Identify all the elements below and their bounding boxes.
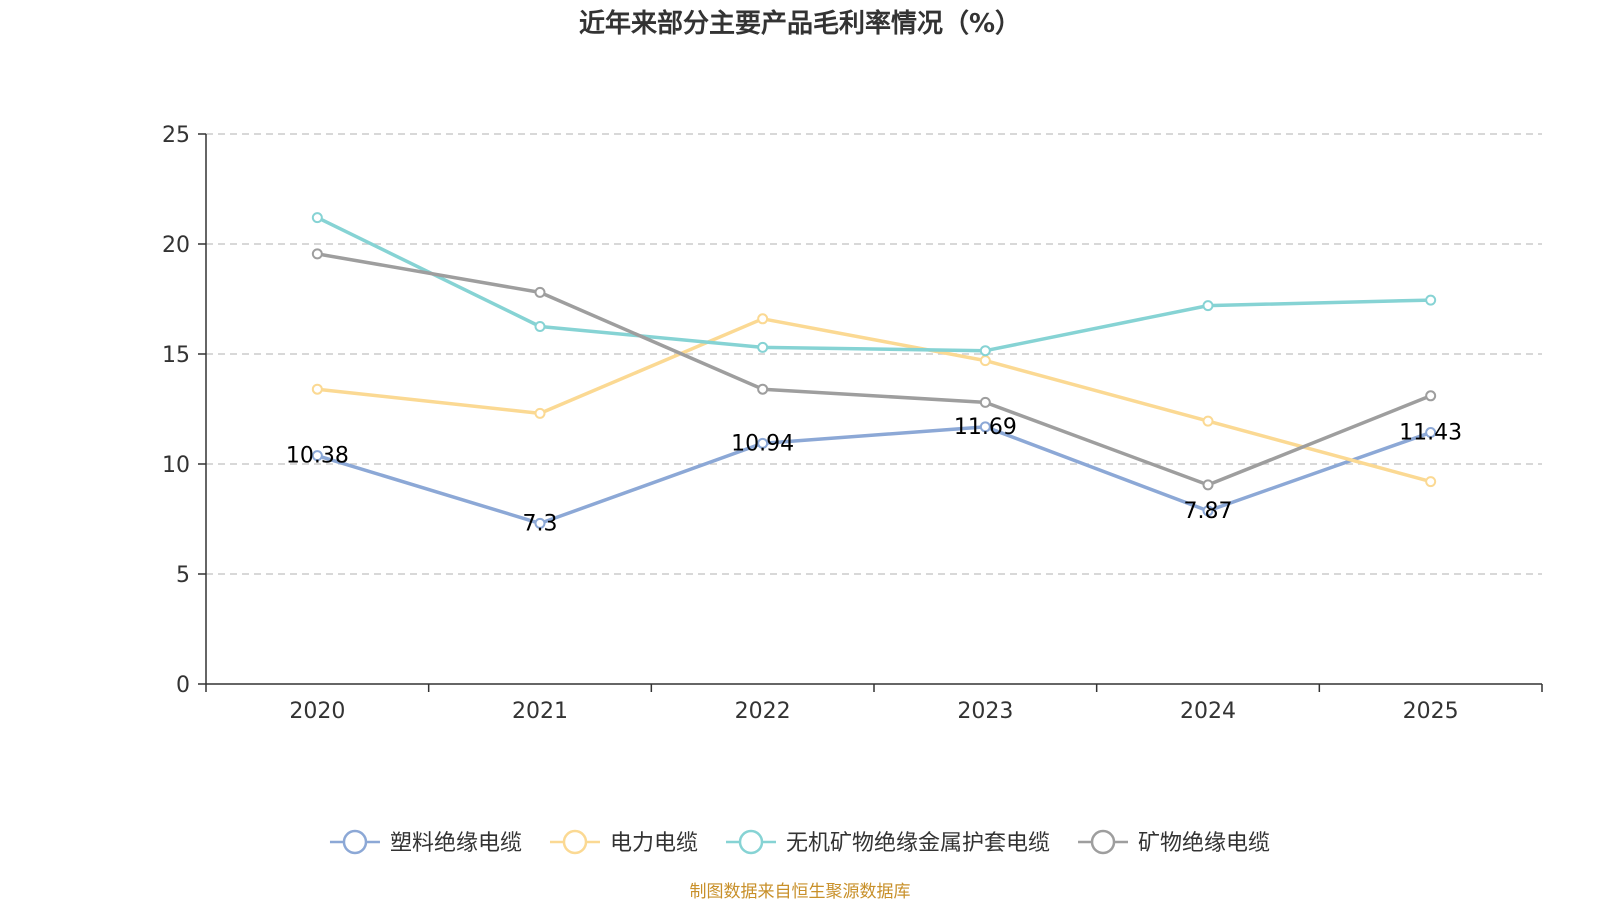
data-point[interactable] — [757, 437, 769, 449]
series-2 — [311, 313, 1437, 488]
series-line — [317, 317, 1432, 484]
data-point[interactable] — [534, 407, 546, 419]
data-point[interactable] — [311, 248, 323, 260]
x-tick-label: 2020 — [289, 699, 345, 724]
x-tick-label: 2025 — [1403, 699, 1459, 724]
data-point[interactable] — [1425, 476, 1437, 488]
legend-marker-icon — [1090, 829, 1116, 855]
data-point[interactable] — [1425, 294, 1437, 306]
data-point[interactable] — [757, 313, 769, 325]
series-3 — [311, 212, 1437, 357]
data-label: 7.3 — [523, 511, 558, 536]
legend-label: 塑料绝缘电缆 — [390, 831, 522, 856]
y-tick-label: 20 — [162, 233, 190, 258]
y-tick-label: 25 — [162, 123, 190, 148]
y-tick-label: 10 — [162, 453, 190, 478]
data-labels: 10.38 7.3 10.94 11.69 7.87 11.43 — [286, 415, 1462, 537]
data-point[interactable] — [534, 321, 546, 332]
series-line — [316, 216, 1431, 353]
series-4 — [311, 248, 1437, 491]
legend-item-4[interactable]: 矿物绝缘电缆 — [1078, 829, 1270, 856]
y-tick-label: 15 — [162, 343, 190, 368]
legend-marker-icon — [342, 829, 368, 855]
y-tick-label: 0 — [176, 673, 190, 698]
source-note: 制图数据来自恒生聚源数据库 — [690, 882, 911, 900]
series-line — [316, 425, 1432, 526]
data-point[interactable] — [1202, 300, 1214, 312]
data-point[interactable] — [311, 212, 323, 224]
data-point[interactable] — [311, 450, 323, 462]
y-tick-label: 5 — [176, 563, 190, 588]
data-point[interactable] — [979, 355, 991, 367]
data-point[interactable] — [757, 341, 769, 353]
x-tick-label: 2024 — [1180, 699, 1236, 724]
legend-marker-icon — [738, 829, 764, 855]
data-point[interactable] — [1425, 427, 1437, 439]
series-line — [317, 252, 1432, 487]
legend-marker-icon — [562, 829, 588, 855]
chart-title: 近年来部分主要产品毛利率情况（%） — [579, 8, 1021, 39]
data-point[interactable] — [534, 517, 546, 529]
x-tick-label: 2021 — [512, 699, 568, 724]
x-tick-label: 2022 — [735, 699, 791, 724]
legend-item-1[interactable]: 塑料绝缘电缆 — [329, 829, 522, 856]
series-lines — [311, 212, 1437, 529]
legend-item-2[interactable]: 电力电缆 — [549, 829, 698, 856]
data-point[interactable] — [979, 421, 991, 433]
data-label: 7.87 — [1184, 499, 1233, 524]
legend-label: 无机矿物绝缘金属护套电缆 — [786, 831, 1050, 856]
data-point[interactable] — [534, 286, 546, 298]
data-label: 11.43 — [1399, 421, 1462, 446]
data-label: 11.69 — [954, 415, 1017, 440]
data-point[interactable] — [979, 345, 991, 357]
data-label: 10.94 — [731, 431, 794, 456]
data-point[interactable] — [311, 383, 323, 395]
grid-lines — [206, 133, 1542, 575]
x-tick-label: 2023 — [957, 699, 1013, 724]
series-1 — [311, 421, 1437, 529]
data-point[interactable] — [1202, 505, 1214, 517]
legend[interactable]: 塑料绝缘电缆 电力电缆 无机矿物绝缘金属护套电缆 矿物绝缘电缆 — [329, 829, 1270, 856]
legend-label: 矿物绝缘电缆 — [1138, 831, 1270, 856]
data-point[interactable] — [979, 396, 991, 408]
legend-item-3[interactable]: 无机矿物绝缘金属护套电缆 — [726, 829, 1050, 856]
data-point[interactable] — [1202, 415, 1214, 427]
data-point[interactable] — [1425, 390, 1437, 402]
data-point[interactable] — [1202, 479, 1214, 491]
data-point[interactable] — [757, 383, 769, 395]
data-label: 10.38 — [286, 444, 349, 469]
legend-label: 电力电缆 — [610, 831, 698, 856]
